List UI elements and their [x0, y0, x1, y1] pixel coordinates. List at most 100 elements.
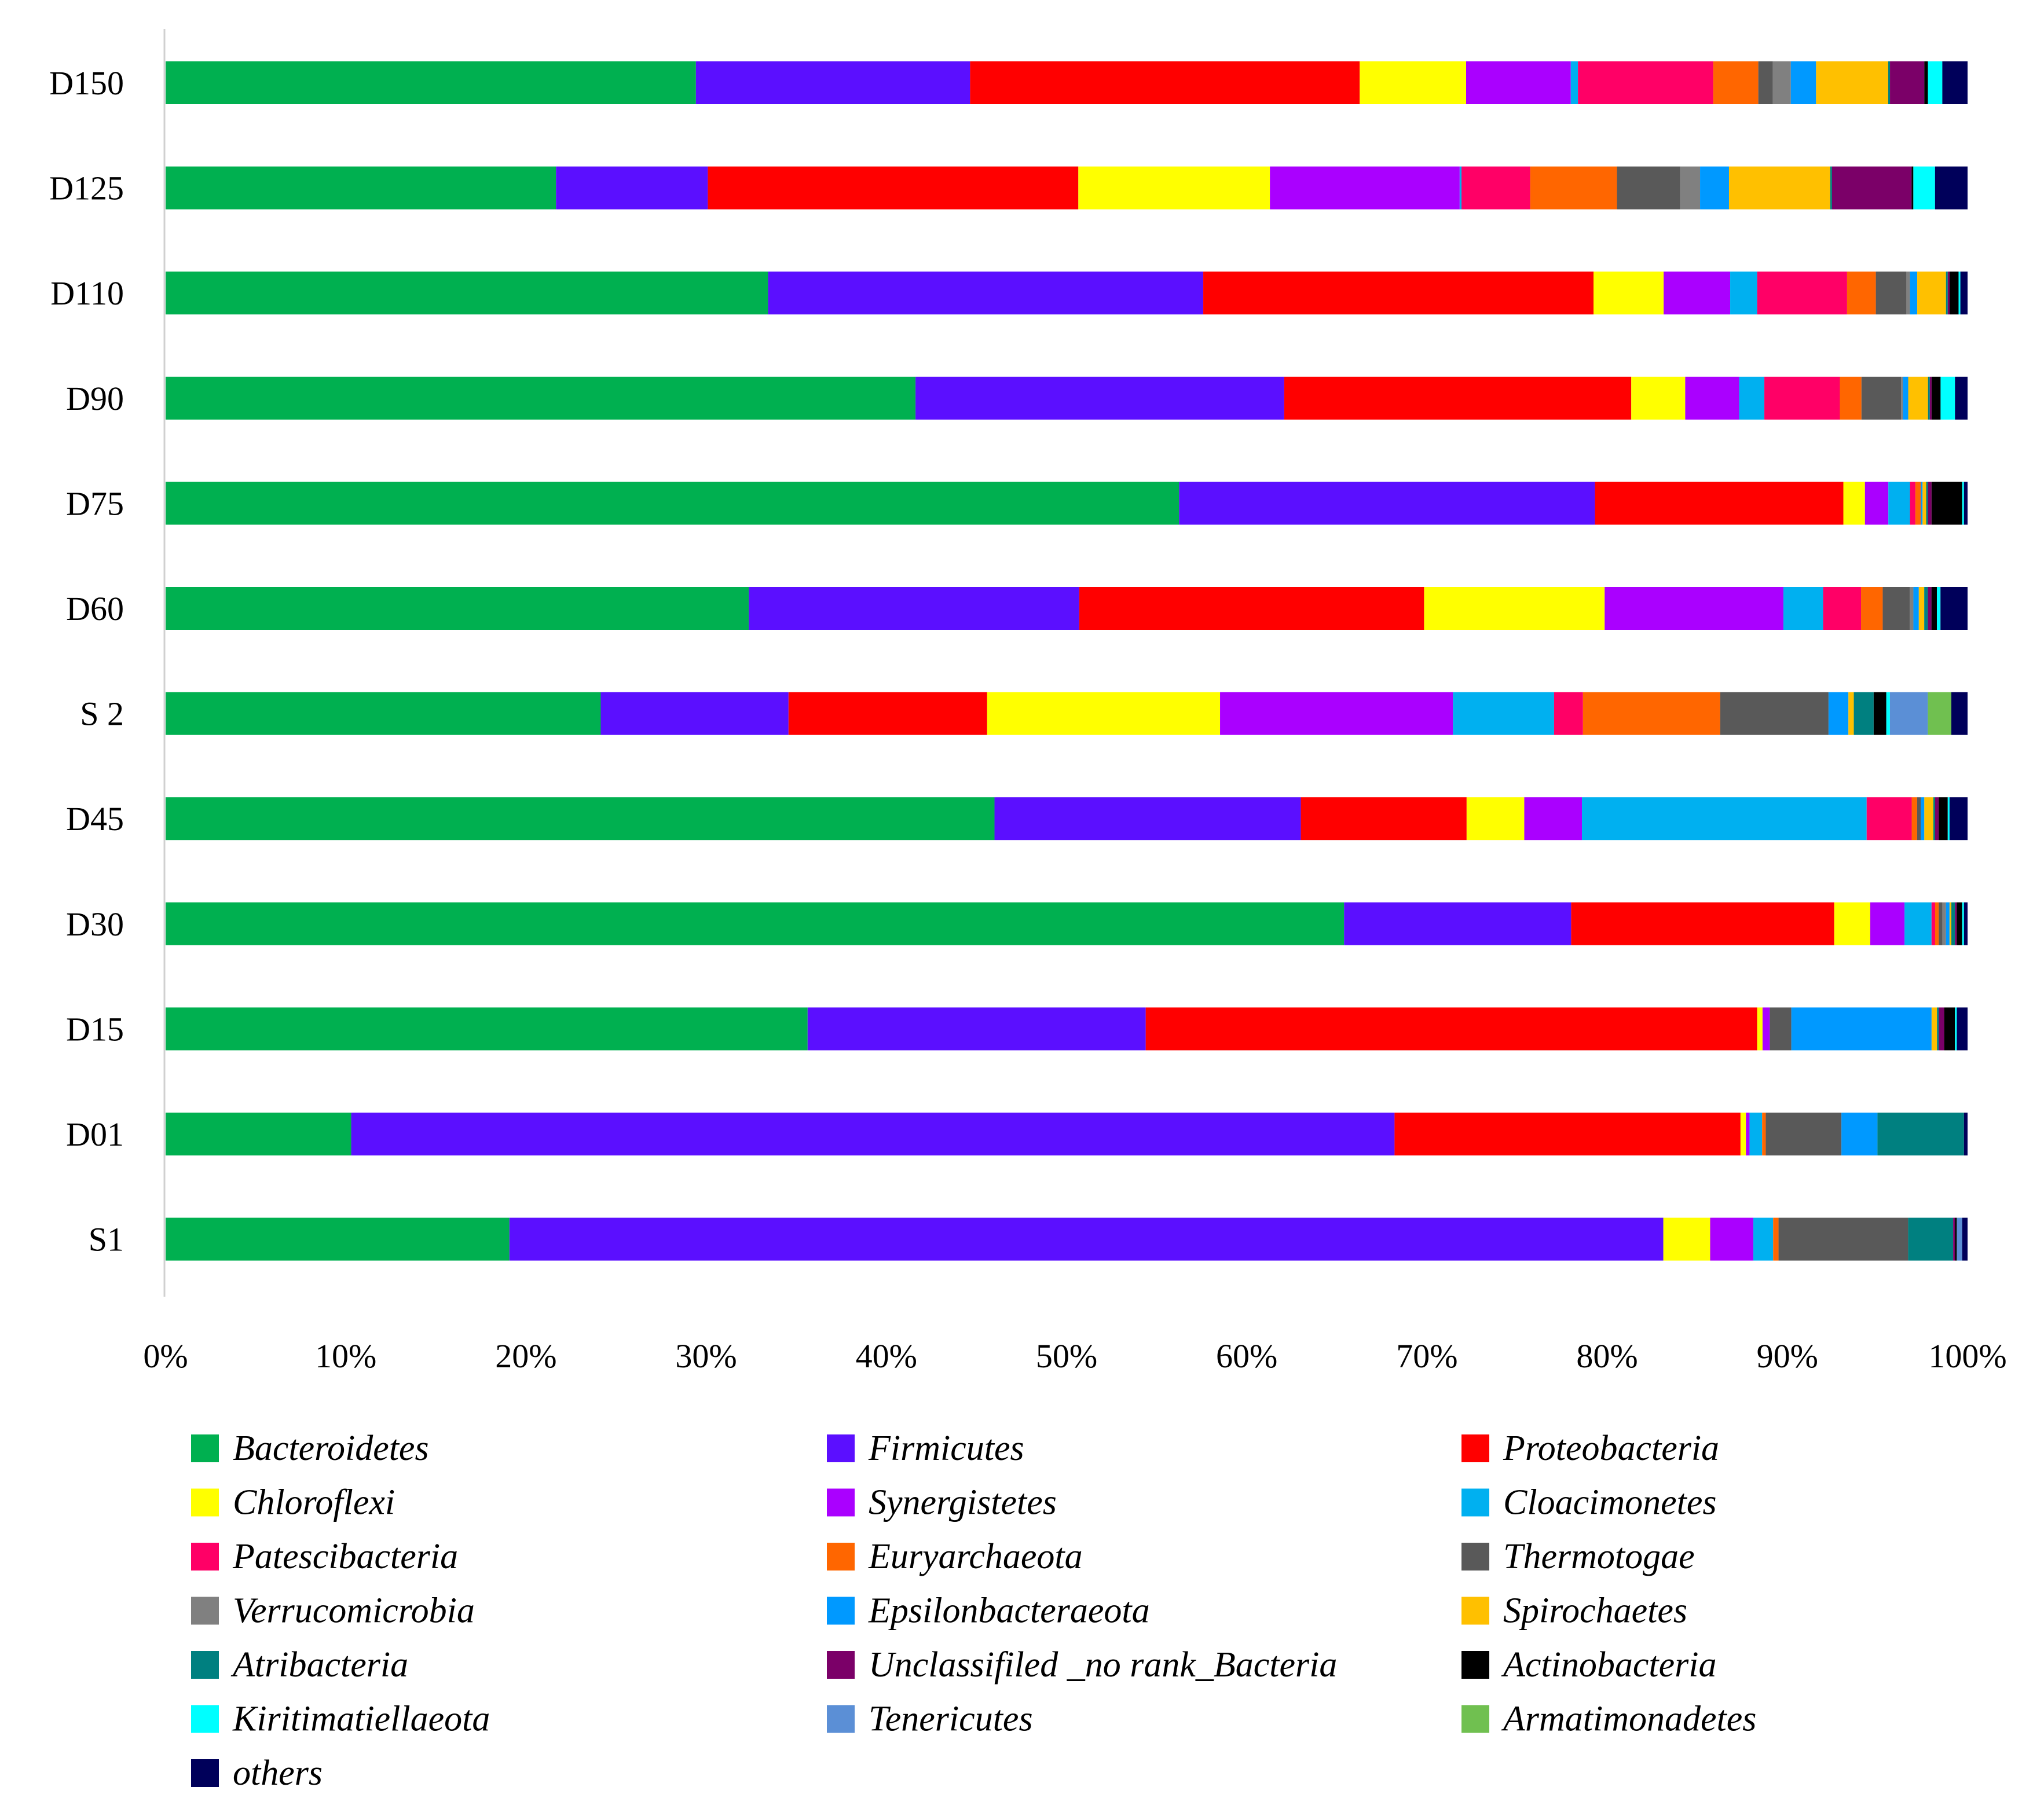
bar-segment-s-2-cloacimonetes	[1453, 692, 1554, 735]
bar-segment-d110-patescibacteria	[1757, 271, 1847, 315]
bar-segment-d30-epsilonbacteraeota	[1946, 902, 1950, 945]
category-label: S 2	[80, 695, 124, 733]
legend-item-synergistetes: Synergistetes	[827, 1483, 1057, 1522]
bar-segment-d150-thermotogae	[1758, 61, 1773, 104]
bar-segment-d01-thermotogae	[1765, 1113, 1842, 1155]
bar-segment-d45-epsilonbacteraeota	[1921, 797, 1925, 841]
bar-segment-s1-tenericutes	[1957, 1217, 1962, 1261]
bar-segment-d125-cloacimonetes	[1459, 166, 1462, 210]
bar-segment-d110-bacteroidetes	[166, 271, 768, 315]
bar-segment-s1-atribacteria	[1908, 1217, 1954, 1261]
bar-segment-d90-cloacimonetes	[1739, 376, 1765, 420]
legend-label: Spirochaetes	[1503, 1591, 1687, 1631]
category-label: D90	[66, 380, 124, 417]
bar-segment-d125-atribacteria	[1830, 166, 1832, 210]
bar-segment-d60-euryarchaeota	[1861, 587, 1883, 630]
legend-swatch	[1461, 1543, 1489, 1571]
legend-label: Kiritimatiellaeota	[232, 1700, 490, 1739]
bar-segment-d30-verrucomicrobia	[1942, 902, 1946, 945]
bar-segment-d01-euryarchaeota	[1762, 1113, 1766, 1155]
bar-segment-d75-chloroflexi	[1843, 482, 1865, 525]
bar-segment-d150-cloacimonetes	[1570, 61, 1578, 104]
x-tick-label: 70%	[1396, 1337, 1457, 1375]
bar-segment-d60-bacteroidetes	[166, 587, 749, 630]
bar-segment-d15-actinobacteria	[1944, 1007, 1955, 1051]
bar-segment-d30-proteobacteria	[1571, 902, 1834, 945]
legend-item-atribacteria: Atribacteria	[191, 1645, 408, 1685]
bar-segment-s-2-proteobacteria	[788, 692, 987, 735]
legend-item-tenericutes: Tenericutes	[827, 1700, 1033, 1739]
bar-segment-d45-thermotogae	[1917, 797, 1921, 841]
legend-swatch	[1461, 1488, 1489, 1517]
bar-segment-d90-thermotogae	[1861, 376, 1902, 420]
x-tick-label: 10%	[315, 1337, 376, 1375]
bar-segment-d125-patescibacteria	[1461, 166, 1530, 210]
legend-swatch	[1461, 1597, 1489, 1625]
bar-segment-d30-thermotogae	[1939, 902, 1943, 945]
category-label: D150	[49, 64, 124, 102]
bar-segment-d125-actinobacteria	[1911, 166, 1914, 210]
bar-segment-d125-synergistetes	[1270, 166, 1460, 210]
bar-segment-d110-others	[1960, 271, 1968, 315]
bar-segment-d45-actinobacteria	[1939, 797, 1948, 841]
legend-label: Actinobacteria	[1501, 1645, 1716, 1685]
bar-segment-d110-euryarchaeota	[1847, 271, 1876, 315]
bar-segment-d30-patescibacteria	[1931, 902, 1935, 945]
bar-segment-d30-actinobacteria	[1957, 902, 1962, 945]
bar-segment-d150-actinobacteria	[1924, 61, 1928, 104]
category-labels: D150 D125 D110 D90 D75 D60 S 2 D45 D30 D15 D01 S1	[49, 64, 124, 1258]
bar-segment-d30-atribacteria	[1951, 902, 1955, 945]
bar-segment-s1-bacteroidetes	[166, 1217, 510, 1261]
legend-item-bacteroidetes: Bacteroidetes	[191, 1429, 429, 1468]
legend-swatch	[1461, 1705, 1489, 1733]
legend-swatch	[827, 1597, 855, 1625]
bar-segment-d30-bacteroidetes	[166, 902, 1345, 945]
bar-segment-d60-firmicutes	[749, 587, 1079, 630]
bar-segment-d75-spirochaetes	[1922, 482, 1926, 525]
bar-segment-d45-cloacimonetes	[1582, 797, 1867, 841]
bar-segment-d75-unclassifiled-no-rank-bacteria	[1928, 482, 1932, 525]
bar-segment-d30-firmicutes	[1344, 902, 1572, 945]
bar-segment-d75-euryarchaeota	[1915, 482, 1921, 525]
bar-segment-s1-thermotogae	[1778, 1217, 1909, 1261]
category-label: D30	[66, 905, 124, 943]
bar-segment-s1-chloroflexi	[1663, 1217, 1710, 1261]
bar-row-d30	[166, 902, 1968, 945]
legend-label: Thermotogae	[1503, 1537, 1695, 1576]
category-label: D45	[66, 800, 124, 838]
bar-segment-d150-verrucomicrobia	[1772, 61, 1791, 104]
legend-item-spirochaetes: Spirochaetes	[1461, 1591, 1687, 1631]
bar-segment-d90-euryarchaeota	[1840, 376, 1862, 420]
bar-segment-d75-actinobacteria	[1931, 482, 1962, 525]
bar-segment-s-2-synergistetes	[1220, 692, 1453, 735]
bar-segment-d90-verrucomicrobia	[1901, 376, 1903, 420]
bar-segment-s-2-thermotogae	[1720, 692, 1829, 735]
bar-row-d110	[166, 271, 1968, 315]
bar-segment-d110-kiritimatiellaeota	[1958, 271, 1961, 315]
bar-segment-d150-firmicutes	[695, 61, 970, 104]
legend-label: Unclassifiled _no rank_Bacteria	[869, 1645, 1337, 1685]
bar-segment-s-2-firmicutes	[600, 692, 789, 735]
legend-swatch	[1461, 1434, 1489, 1462]
bar-segment-d60-proteobacteria	[1079, 587, 1424, 630]
legend-swatch	[827, 1488, 855, 1517]
bar-segment-d110-epsilonbacteraeota	[1910, 271, 1918, 315]
legend-label: Armatimonadetes	[1501, 1700, 1756, 1739]
bar-segment-s-2-actinobacteria	[1873, 692, 1887, 735]
legend-item-actinobacteria: Actinobacteria	[1461, 1645, 1716, 1685]
bar-segment-d110-verrucomicrobia	[1906, 271, 1910, 315]
category-label: D15	[66, 1010, 124, 1048]
bar-row-d01	[166, 1113, 1968, 1155]
bar-segment-s-2-patescibacteria	[1554, 692, 1583, 735]
legend-item-kiritimatiellaeota: Kiritimatiellaeota	[191, 1700, 490, 1739]
bar-segment-d110-thermotogae	[1876, 271, 1907, 315]
bar-segment-d150-spirochaetes	[1816, 61, 1888, 104]
bar-segment-d45-bacteroidetes	[166, 797, 995, 841]
bar-segment-d30-cloacimonetes	[1904, 902, 1932, 945]
x-tick-label: 40%	[856, 1337, 917, 1375]
bar-segment-d75-bacteroidetes	[166, 482, 1179, 525]
bar-segment-d45-unclassifiled-no-rank-bacteria	[1935, 797, 1939, 841]
legend-item-epsilonbacteraeota: Epsilonbacteraeota	[827, 1591, 1150, 1631]
bar-segment-d60-epsilonbacteraeota	[1913, 587, 1919, 630]
bar-segment-d45-patescibacteria	[1866, 797, 1912, 841]
